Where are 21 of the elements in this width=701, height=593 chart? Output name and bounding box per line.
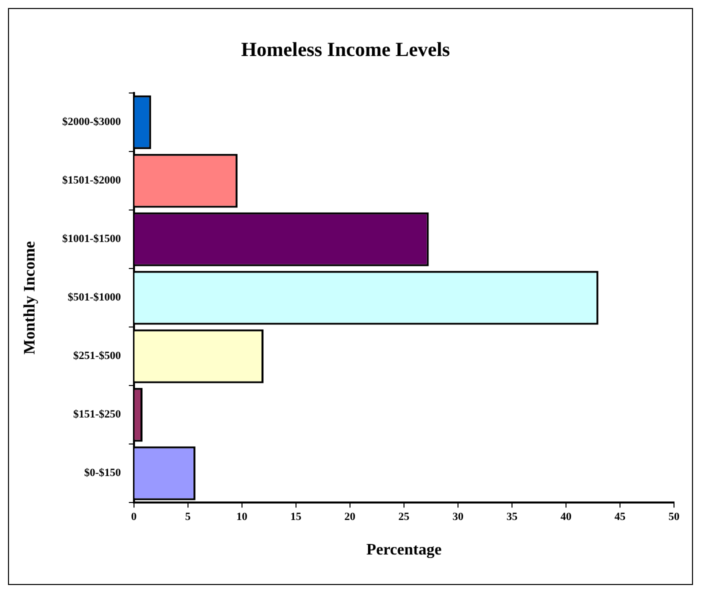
y-tick-label: $251-$500 [73,350,122,362]
x-tick-label: 25 [398,511,410,524]
y-tick-label: $0-$150 [84,467,122,480]
x-tick-label: 0 [131,511,138,524]
y-tick-label: $2000-$3000 [62,116,122,128]
x-tick-label: 45 [614,511,626,524]
x-tick-label: 50 [668,511,680,524]
x-tick-label: 40 [560,511,572,524]
x-tick-label: 30 [452,511,464,524]
x-tick-label: 15 [290,511,302,524]
x-tick-label: 10 [236,511,248,524]
x-tick-label: 20 [344,511,356,524]
x-axis-title: Percentage [366,542,442,559]
y-tick-label: $501-$1000 [68,292,122,304]
y-tick-label: $151-$250 [73,408,122,421]
y-axis-title: Monthly Income [22,241,39,354]
y-tick-label: $1501-$2000 [62,174,122,187]
x-tick-label: 5 [185,511,192,524]
chart-title: Homeless Income Levels [241,39,450,62]
x-tick-label: 35 [506,511,518,524]
y-tick-label: $1001-$1500 [62,233,122,246]
